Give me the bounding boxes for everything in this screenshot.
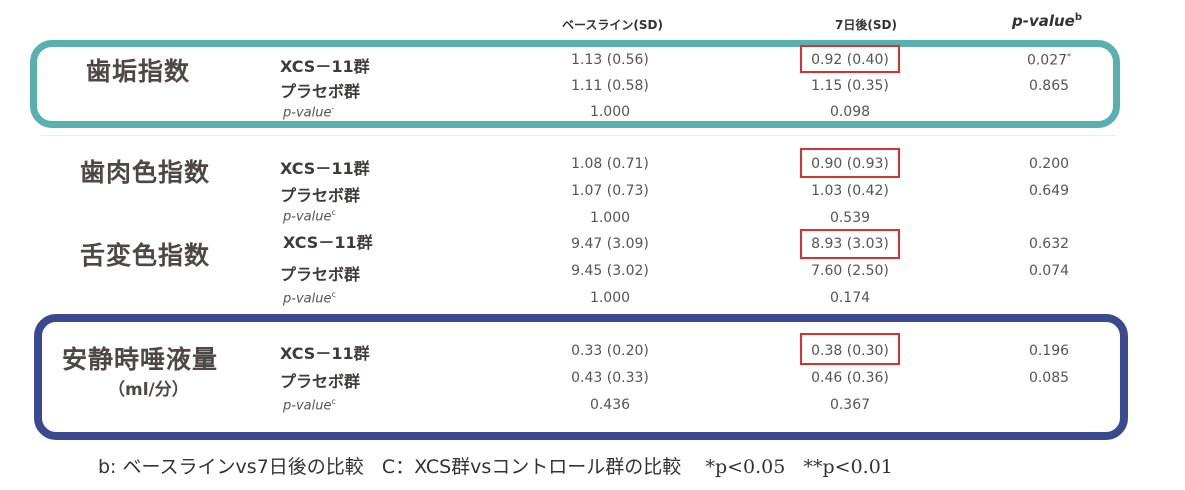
divider [40, 135, 1115, 136]
cell-baseline: 0.33 (0.20) [571, 343, 649, 359]
cell-day7: 7.60 (2.50) [811, 263, 889, 279]
saliva-frame [34, 314, 1128, 440]
footnote-b: b: ベースラインvs7日後の比較 [98, 456, 364, 478]
cell-baseline: 0.436 [589, 397, 631, 413]
group-xcs11: XCS－11群 [280, 159, 370, 178]
highlight-box [800, 229, 900, 259]
significance-mark: * [1067, 52, 1072, 61]
cell-pvalue: 0.200 [1028, 156, 1070, 172]
group-xcs11: XCS－11群 [283, 233, 373, 252]
group-placebo: プラセボ群 [280, 82, 361, 101]
group-xcs11: XCS－11群 [280, 57, 370, 76]
category-gingival-color-index: 歯肉色指数 [80, 158, 211, 187]
cell-day7: 0.098 [829, 104, 871, 120]
plaque-index-frame [30, 40, 1120, 128]
pvalue-number: 0.027 [1026, 52, 1068, 69]
cell-baseline: 9.45 (3.02) [571, 263, 649, 279]
highlight-box [800, 45, 900, 73]
pvalue-text: p-value [283, 291, 332, 307]
group-placebo: プラセボ群 [280, 265, 361, 284]
column-header-day7: 7日後(SD) [835, 18, 897, 32]
category-tongue-discoloration-index: 舌変色指数 [80, 241, 211, 270]
cell-day7: 0.90 (0.93) [811, 156, 889, 172]
cell-baseline: 1.000 [589, 290, 631, 306]
cell-day7: 0.46 (0.36) [811, 370, 889, 386]
category-plaque-index: 歯垢指数 [86, 57, 191, 86]
cell-baseline: 0.43 (0.33) [571, 370, 649, 386]
cell-pvalue: 0.074 [1028, 263, 1070, 279]
footnote-sig1: *p<0.05 [705, 456, 786, 478]
group-xcs11: XCS－11群 [280, 344, 370, 363]
footnote-c: C：XCS群vsコントロール群の比較 [381, 456, 682, 478]
cell-baseline: 1.000 [589, 104, 631, 120]
pvalue-sup: c [331, 290, 336, 299]
cell-pvalue: 0.632 [1028, 236, 1070, 252]
pvalue-text: p-value [283, 398, 332, 414]
cell-baseline: 1.07 (0.73) [571, 183, 649, 199]
cell-day7: 0.367 [829, 397, 871, 413]
cell-day7: 0.92 (0.40) [811, 52, 889, 68]
footnote: b: ベースラインvs7日後の比較 C：XCS群vsコントロール群の比較 *p<… [98, 452, 893, 479]
column-header-pvalue: p-valueb [1012, 12, 1082, 30]
cell-baseline: 1.11 (0.58) [571, 78, 649, 94]
pvalue-sup: c [331, 397, 336, 406]
pvalue-sup: - [331, 104, 335, 113]
highlight-box [800, 148, 900, 178]
cell-pvalue: 0.649 [1028, 183, 1070, 199]
pvalue-text: p-value [283, 209, 332, 225]
cell-pvalue: 0.196 [1028, 343, 1070, 359]
group-pvalue: p-value- [283, 104, 334, 120]
column-header-baseline: ベースライン(SD) [562, 18, 663, 32]
footnote-sig2: **p<0.01 [803, 456, 893, 478]
cell-baseline: 9.47 (3.09) [571, 236, 649, 252]
group-pvalue: p-valuec [283, 397, 336, 413]
unit-label: （ml/分） [108, 380, 189, 400]
cell-pvalue: 0.865 [1028, 78, 1070, 94]
cell-baseline: 1.08 (0.71) [571, 156, 649, 172]
group-placebo: プラセボ群 [280, 372, 361, 391]
pvalue-sup: c [331, 208, 336, 217]
cell-pvalue: 0.027* [1009, 52, 1089, 69]
group-pvalue: p-valuec [283, 208, 336, 224]
group-placebo: プラセボ群 [280, 186, 361, 205]
cell-baseline: 1.000 [589, 210, 631, 226]
pvalue-label: p-value [1012, 12, 1075, 30]
category-resting-saliva-volume: 安静時唾液量 [62, 345, 219, 374]
cell-day7: 8.93 (3.03) [811, 236, 889, 252]
cell-day7: 0.38 (0.30) [811, 343, 889, 359]
pvalue-text: p-value [283, 105, 332, 121]
highlight-box [800, 333, 900, 365]
cell-day7: 0.539 [829, 210, 871, 226]
cell-day7: 1.03 (0.42) [811, 183, 889, 199]
cell-baseline: 1.13 (0.56) [571, 52, 649, 68]
cell-pvalue: 0.085 [1028, 370, 1070, 386]
cell-day7: 1.15 (0.35) [811, 78, 889, 94]
group-pvalue: p-valuec [283, 290, 336, 306]
pvalue-sup: b [1074, 12, 1083, 23]
cell-day7: 0.174 [829, 290, 871, 306]
